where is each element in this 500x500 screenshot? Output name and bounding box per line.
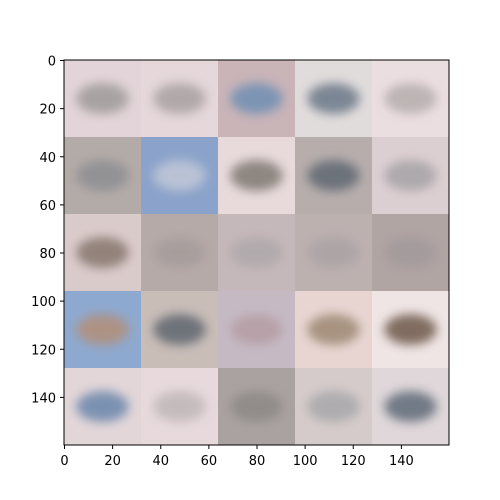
image-tile [218, 137, 296, 215]
tile-blob [76, 160, 129, 191]
image-tile [295, 60, 373, 138]
image-tile [64, 291, 142, 369]
image-grid [64, 60, 449, 445]
tile-blob [153, 237, 206, 268]
y-tick-label: 140 [31, 391, 56, 406]
image-tile [295, 368, 373, 445]
tile-blob [230, 391, 283, 422]
y-tick-label: 0 [48, 55, 56, 70]
y-tick-label: 100 [31, 295, 56, 310]
image-tile [295, 291, 373, 369]
x-tick-label: 40 [152, 454, 169, 469]
image-tile [141, 60, 219, 138]
image-tile [64, 137, 142, 215]
image-tile [372, 368, 449, 445]
image-tile [372, 60, 449, 138]
image-tile [372, 291, 449, 369]
y-tick-label: 40 [39, 151, 56, 166]
tile-blob [230, 237, 283, 268]
tile-blob [76, 391, 129, 422]
tile-blob [230, 83, 283, 114]
y-axis: 0 20 40 60 80 100 120 140 [31, 55, 64, 406]
image-tile [372, 137, 449, 215]
tile-blob [307, 314, 360, 345]
tile-blob [153, 160, 206, 191]
image-tile [141, 291, 219, 369]
tile-blob [384, 83, 437, 114]
image-tile [295, 214, 373, 292]
tile-blob [76, 314, 129, 345]
x-tick-label: 80 [249, 454, 266, 469]
image-tile [64, 214, 142, 292]
x-tick-label: 100 [293, 454, 318, 469]
x-tick-label: 0 [60, 454, 68, 469]
x-axis: 0 20 40 60 80 100 120 140 [60, 445, 414, 469]
image-tile [141, 137, 219, 215]
image-tile [64, 60, 142, 138]
image-tile [141, 214, 219, 292]
tile-blob [307, 391, 360, 422]
image-tile [64, 368, 142, 445]
image-tile [218, 214, 296, 292]
y-tick-label: 120 [31, 343, 56, 358]
image-tile [218, 291, 296, 369]
x-tick-label: 140 [389, 454, 414, 469]
y-tick-label: 80 [39, 247, 56, 262]
x-tick-label: 60 [201, 454, 218, 469]
image-tile [372, 214, 449, 292]
tile-blob [384, 391, 437, 422]
y-tick-label: 20 [39, 103, 56, 118]
image-tile [295, 137, 373, 215]
tile-blob [307, 160, 360, 191]
tile-blob [76, 83, 129, 114]
tile-blob [307, 237, 360, 268]
y-tick-label: 60 [39, 199, 56, 214]
tile-blob [153, 391, 206, 422]
image-tile [141, 368, 219, 445]
x-tick-label: 20 [104, 454, 121, 469]
image-tile [218, 60, 296, 138]
tile-blob [76, 237, 129, 268]
tile-blob [230, 314, 283, 345]
tile-blob [307, 83, 360, 114]
image-tile [218, 368, 296, 445]
tile-blob [153, 83, 206, 114]
tile-blob [384, 237, 437, 268]
tile-blob [153, 314, 206, 345]
tile-blob [384, 314, 437, 345]
tile-blob [230, 160, 283, 191]
tile-blob [384, 160, 437, 191]
x-tick-label: 120 [341, 454, 366, 469]
